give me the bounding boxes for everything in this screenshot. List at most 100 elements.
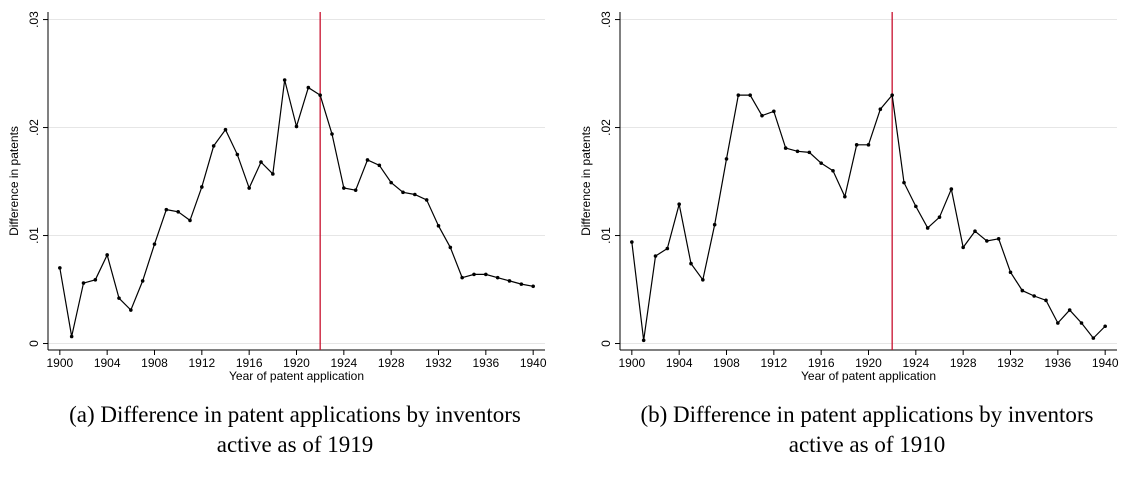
y-tick-label: 0 bbox=[27, 340, 41, 347]
data-line bbox=[631, 93, 1106, 341]
data-point bbox=[843, 194, 847, 199]
data-point bbox=[69, 334, 74, 339]
data-point bbox=[677, 202, 681, 207]
x-tick-label: 1936 bbox=[472, 356, 499, 370]
chart: 0 .01 .02 .03 1900 1904 1908 1912 1916 1920 1924 19… bbox=[7, 11, 547, 383]
data-line bbox=[59, 79, 534, 337]
y-tick-label: .02 bbox=[27, 119, 41, 136]
data-point bbox=[949, 187, 954, 191]
data-point bbox=[760, 113, 764, 118]
data-point bbox=[152, 242, 157, 246]
data-point bbox=[424, 198, 429, 202]
caption: (a) Difference in patent applications by… bbox=[69, 402, 521, 457]
x-axis-title: Year of patent application bbox=[801, 369, 936, 383]
data-point bbox=[365, 158, 370, 162]
data-point bbox=[247, 186, 251, 190]
data-point bbox=[1032, 294, 1036, 298]
data-point bbox=[630, 240, 634, 244]
data-point bbox=[831, 168, 835, 173]
y-tick-label: .01 bbox=[599, 227, 613, 244]
data-point bbox=[866, 143, 871, 147]
x-tick-label: 1900 bbox=[46, 356, 73, 370]
x-tick-label: 1916 bbox=[808, 356, 835, 370]
data-point bbox=[401, 190, 405, 195]
data-point bbox=[306, 85, 311, 90]
data-point bbox=[389, 180, 393, 185]
data-point bbox=[665, 246, 670, 251]
x-tick-label: 1920 bbox=[283, 356, 310, 370]
data-point bbox=[448, 245, 453, 250]
data-point bbox=[689, 261, 693, 266]
data-point bbox=[748, 93, 752, 97]
data-point bbox=[129, 308, 133, 312]
data-point bbox=[1008, 270, 1013, 275]
data-point bbox=[507, 279, 512, 283]
data-point bbox=[701, 278, 705, 282]
data-point bbox=[259, 160, 263, 164]
data-point bbox=[353, 188, 358, 192]
data-point bbox=[653, 254, 658, 258]
data-point bbox=[1103, 324, 1107, 329]
data-point bbox=[531, 284, 535, 289]
data-point bbox=[200, 185, 204, 189]
data-point bbox=[807, 150, 812, 155]
data-point bbox=[1067, 308, 1072, 312]
x-tick-label: 1920 bbox=[855, 356, 882, 370]
y-tick-label: .03 bbox=[27, 11, 41, 28]
x-tick-label: 1924 bbox=[902, 356, 929, 370]
data-point bbox=[878, 107, 883, 111]
data-point bbox=[724, 157, 729, 161]
data-point bbox=[342, 186, 346, 190]
data-point bbox=[1056, 321, 1060, 325]
x-tick-label: 1928 bbox=[378, 356, 405, 370]
data-point bbox=[81, 281, 86, 285]
data-point bbox=[235, 152, 240, 157]
data-point bbox=[164, 207, 169, 212]
x-tick-label: 1912 bbox=[188, 356, 215, 370]
data-point bbox=[188, 218, 192, 223]
data-point bbox=[985, 239, 989, 243]
x-tick-label: 1932 bbox=[997, 356, 1024, 370]
data-point bbox=[271, 172, 275, 176]
x-tick-label: 1916 bbox=[236, 356, 263, 370]
data-point bbox=[140, 279, 145, 283]
y-axis-title: Difference in patents bbox=[579, 126, 593, 236]
data-point bbox=[712, 222, 717, 227]
x-tick-label: 1904 bbox=[94, 356, 121, 370]
caption: (b) Difference in patent applications by… bbox=[640, 402, 1094, 457]
data-point bbox=[783, 146, 788, 150]
data-point bbox=[641, 338, 646, 343]
data-point bbox=[117, 296, 121, 300]
data-point bbox=[93, 278, 98, 282]
data-point bbox=[902, 180, 906, 185]
x-tick-label: 1912 bbox=[760, 356, 787, 370]
data-point bbox=[819, 161, 823, 165]
x-axis-title: Year of patent application bbox=[229, 369, 364, 383]
data-point bbox=[176, 209, 180, 214]
data-point bbox=[937, 215, 942, 219]
x-tick-label: 1932 bbox=[425, 356, 452, 370]
data-point bbox=[282, 78, 287, 82]
data-point bbox=[854, 143, 859, 147]
data-point bbox=[1020, 288, 1025, 293]
data-point bbox=[890, 93, 894, 97]
x-tick-label: 1900 bbox=[618, 356, 645, 370]
data-point bbox=[211, 144, 216, 148]
data-point bbox=[961, 245, 965, 250]
data-point bbox=[772, 109, 776, 114]
data-point bbox=[1091, 336, 1096, 340]
chart: 0 .01 .02 .03 1900 1904 1908 1912 1916 1920 1924 19… bbox=[579, 11, 1119, 383]
data-point bbox=[495, 275, 500, 280]
data-point bbox=[436, 224, 441, 228]
data-point bbox=[58, 266, 62, 270]
y-tick-label: .03 bbox=[599, 11, 613, 28]
data-point bbox=[914, 204, 918, 209]
data-point bbox=[996, 236, 1001, 241]
data-point bbox=[925, 226, 930, 230]
data-point bbox=[377, 163, 382, 168]
data-point bbox=[1079, 321, 1084, 325]
data-point bbox=[472, 272, 476, 277]
data-point bbox=[223, 127, 228, 132]
data-point bbox=[413, 192, 417, 197]
